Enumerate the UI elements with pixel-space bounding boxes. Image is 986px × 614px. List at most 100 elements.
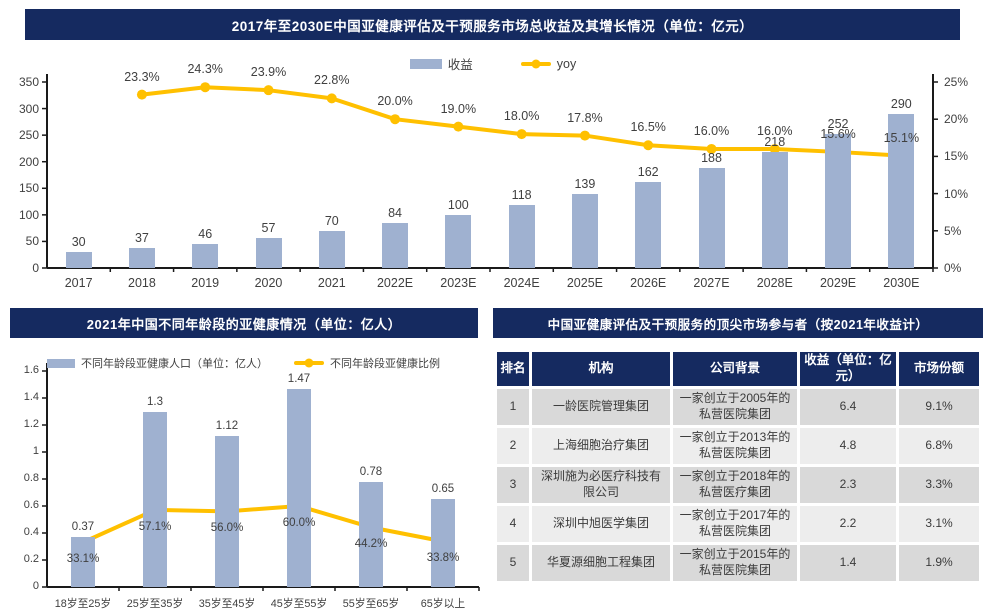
y2-axis-tick-label: 5% [944,223,962,238]
bar [318,230,345,268]
y2-axis-tick-label: 15% [944,149,969,164]
line-point [200,82,211,93]
table-header-cell: 收益（单位：亿元） [800,352,896,386]
chart1-title: 2017年至2030E中国亚健康评估及干预服务市场总收益及其增长情况（单位：亿元… [25,9,960,40]
x-axis-label: 2028E [756,276,793,290]
line-value-label: 16.0% [693,123,730,138]
line-point [263,85,274,96]
line-value-label: 16.5% [630,120,666,135]
x-axis-label: 2021 [317,276,346,290]
x-axis-label: 35岁至45岁 [198,598,256,610]
table-cell: 4.8 [800,428,896,464]
line-value-label: 44.2% [354,538,388,551]
y-axis-tick-label: 1.2 [23,418,39,430]
bar-value-label: 0.78 [359,465,383,478]
line-point [769,143,780,154]
bar-value-label: 1.47 [287,372,311,385]
chart2-legend: 不同年龄段亚健康人口（单位：亿人） 不同年龄段亚健康比例 [0,355,487,371]
table-cell: 9.1% [899,389,979,425]
table-title: 中国亚健康评估及干预服务的顶尖市场参与者（按2021年收益计） [493,308,983,338]
x-axis-label: 25岁至35岁 [126,598,184,610]
market-participants-table: 排名 机构 公司背景 收益（单位：亿元） 市场份额 1 一龄医院管理集团 一家创立于2005… [494,349,982,584]
table-header-cell: 市场份额 [899,352,979,386]
line-value-label: 60.0% [282,517,316,529]
y-axis-tick-label: 1.4 [23,391,39,403]
table-header-cell: 公司背景 [673,352,797,386]
legend-item-revenue: 收益 [409,54,473,73]
legend-item-yoy: yoy [520,57,576,71]
bar [698,168,725,268]
line-value-label: 17.8% [567,110,603,125]
x-axis-label: 2023E [440,276,477,290]
y-axis-tick-label: 1.6 [23,364,39,376]
table-body: 1 一龄医院管理集团 一家创立于2005年的私营医院集团 6.4 9.1% 2 上海细胞治疗… [497,389,979,581]
bar [445,214,472,268]
bar-value-label: 30 [71,235,86,250]
bar [761,152,788,268]
bar [65,252,92,268]
line-value-label: 57.1% [138,520,172,533]
chart2-title: 2021年中国不同年龄段的亚健康情况（单位：亿人） [10,308,478,338]
chart2-age-subhealth: 不同年龄段亚健康人口（单位：亿人） 不同年龄段亚健康比例 0 0.2 0.4 0.6 0… [0,342,487,614]
table-cell: 2.3 [800,467,896,503]
line-value-label: 20.0% [377,94,413,109]
bar-value-label: 84 [388,206,403,221]
bar [71,537,95,587]
legend-item-ratio: 不同年龄段亚健康比例 [294,355,440,371]
table-cell: 深圳中旭医学集团 [532,506,670,542]
x-axis-label: 2025E [566,276,603,290]
chart1-canvas [42,74,938,272]
table-cell: 一龄医院管理集团 [532,389,670,425]
table-cell: 1.9% [899,545,979,581]
bar [888,113,915,268]
bar-value-label: 57 [261,220,276,235]
bar [128,248,155,268]
line-value-label: 33.8% [426,552,460,565]
line-value-label: 19.0% [440,101,477,116]
bar-swatch-icon [409,58,442,69]
line-value-label: 23.3% [124,69,160,84]
table-cell: 6.8% [899,428,979,464]
table-row: 5 华夏源细胞工程集团 一家创立于2015年的私营医院集团 1.4 1.9% [497,545,979,581]
bar-value-label: 218 [764,135,786,150]
y-axis-tick-label: 300 [18,101,39,116]
bar [192,243,219,268]
table-cell: 3.1% [899,506,979,542]
line-value-label: 18.0% [503,109,540,124]
table-cell: 一家创立于2015年的私营医院集团 [673,545,797,581]
y-axis-tick-label: 0.6 [23,499,39,511]
table-row: 2 上海细胞治疗集团 一家创立于2013年的私营医院集团 4.8 6.8% [497,428,979,464]
bar-swatch-icon [47,358,75,368]
y-axis-tick-label: 350 [18,75,39,89]
x-axis-label: 2019 [191,276,220,290]
x-axis-label: 2018 [128,276,156,290]
x-axis-label: 2029E [819,276,857,290]
table-cell: 一家创立于2018年的私营医疗集团 [673,467,797,503]
table-header-cell: 机构 [532,352,670,386]
y-axis-tick-label: 0.8 [23,472,39,484]
line-point [453,121,464,132]
bar-value-label: 0.37 [71,521,95,534]
table-cell: 3 [497,467,529,503]
bar-value-label: 290 [890,96,912,111]
bar-value-label: 139 [574,177,596,192]
y2-axis-tick-label: 10% [944,186,969,201]
y-axis-tick-label: 150 [18,181,39,196]
line-point [579,130,590,141]
y-axis-tick-label: 0 [32,261,39,275]
x-axis-label: 2022E [376,276,414,290]
y-axis-tick-label: 0.4 [23,526,39,538]
table-cell: 1 [497,389,529,425]
bar [431,499,455,587]
line-point [706,143,717,154]
bar-value-label: 70 [324,213,339,228]
table-cell: 一家创立于2013年的私营医院集团 [673,428,797,464]
chart1-revenue-growth: 收益 yoy 0 50 100 150 200 250 300 350 0% 5% 10% 15% 20… [0,45,986,297]
line-point [390,114,401,125]
line-value-label: 15.6% [820,126,856,141]
bar-value-label: 188 [701,151,722,166]
bar-value-label: 1.12 [215,419,239,432]
line-point [326,93,337,104]
y-axis-tick-label: 100 [18,207,39,222]
bar [571,194,598,268]
